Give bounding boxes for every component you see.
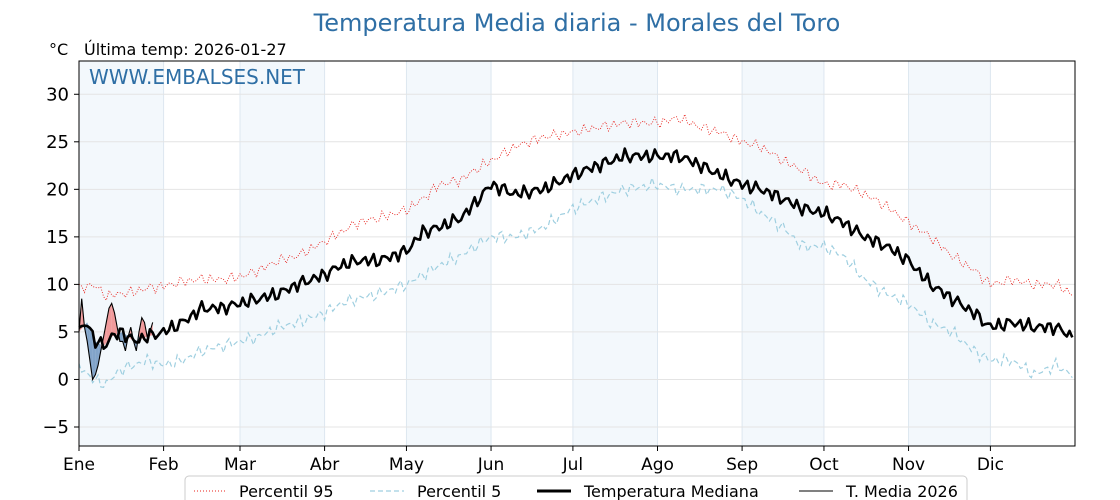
x-tick-label: Sep — [726, 455, 758, 475]
month-band — [908, 61, 991, 446]
legend-p95-label: Percentil 95 — [239, 482, 334, 500]
y-tick-label: 10 — [46, 274, 69, 295]
anomaly-cold-area — [89, 328, 93, 380]
legend-median-label: Temperatura Mediana — [583, 482, 759, 500]
x-tick-label: Jul — [562, 455, 584, 475]
x-tick-label: May — [389, 455, 424, 475]
series-p95-line — [78, 113, 1073, 302]
y-tick-label: 20 — [46, 179, 69, 200]
anomaly-warm-area — [109, 303, 112, 340]
plot-frame — [78, 60, 1076, 447]
last-temp-label: Última temp: 2026-01-27 — [84, 40, 287, 59]
y-tick-label: 15 — [46, 227, 69, 248]
y-tick-label: −5 — [42, 417, 69, 438]
legend-current-label: T. Media 2026 — [845, 482, 958, 500]
month-band — [742, 61, 824, 446]
series-p5-line — [78, 175, 1073, 389]
x-tick-label: Jun — [477, 455, 505, 475]
x-tick-label: Feb — [149, 455, 179, 475]
legend-box — [184, 475, 968, 500]
y-tick-label: 0 — [58, 369, 69, 390]
month-band — [572, 61, 658, 446]
month-band — [239, 61, 325, 446]
legend: Percentil 95 Percentil 5 Temperatura Med… — [184, 475, 968, 500]
plot-area — [78, 61, 1075, 446]
x-tick-label: Nov — [892, 455, 925, 475]
y-tick-label: 25 — [46, 132, 69, 153]
series-current-line — [78, 298, 154, 382]
anomaly-warm-area — [106, 308, 110, 344]
x-tick-label: Abr — [310, 455, 339, 475]
x-tick-label: Dic — [977, 455, 1004, 475]
month-band — [79, 61, 164, 446]
x-tick-label: Oct — [809, 455, 839, 475]
anomaly-cold-area — [119, 331, 123, 342]
x-tick-label: Mar — [224, 455, 256, 475]
chart-title: Temperatura Media diaria - Morales del T… — [313, 9, 841, 37]
y-tick-label: 5 — [58, 322, 69, 343]
watermark: WWW.EMBALSES.NET — [89, 65, 306, 89]
anomaly-cold-area — [87, 322, 90, 361]
x-axis: Ene Feb Mar Abr May Jun Jul Ago Sep Oct Nov Dic — [63, 446, 1004, 475]
month-band — [406, 61, 492, 446]
x-tick-label: Ago — [641, 455, 674, 475]
legend-p5-label: Percentil 5 — [417, 482, 501, 500]
series-median-line — [78, 147, 1074, 350]
y-unit-label: °C — [49, 40, 68, 59]
y-tick-label: 30 — [46, 84, 69, 105]
x-tick-label: Ene — [63, 455, 95, 475]
y-axis: −5 0 5 10 15 20 25 30 — [42, 84, 79, 438]
